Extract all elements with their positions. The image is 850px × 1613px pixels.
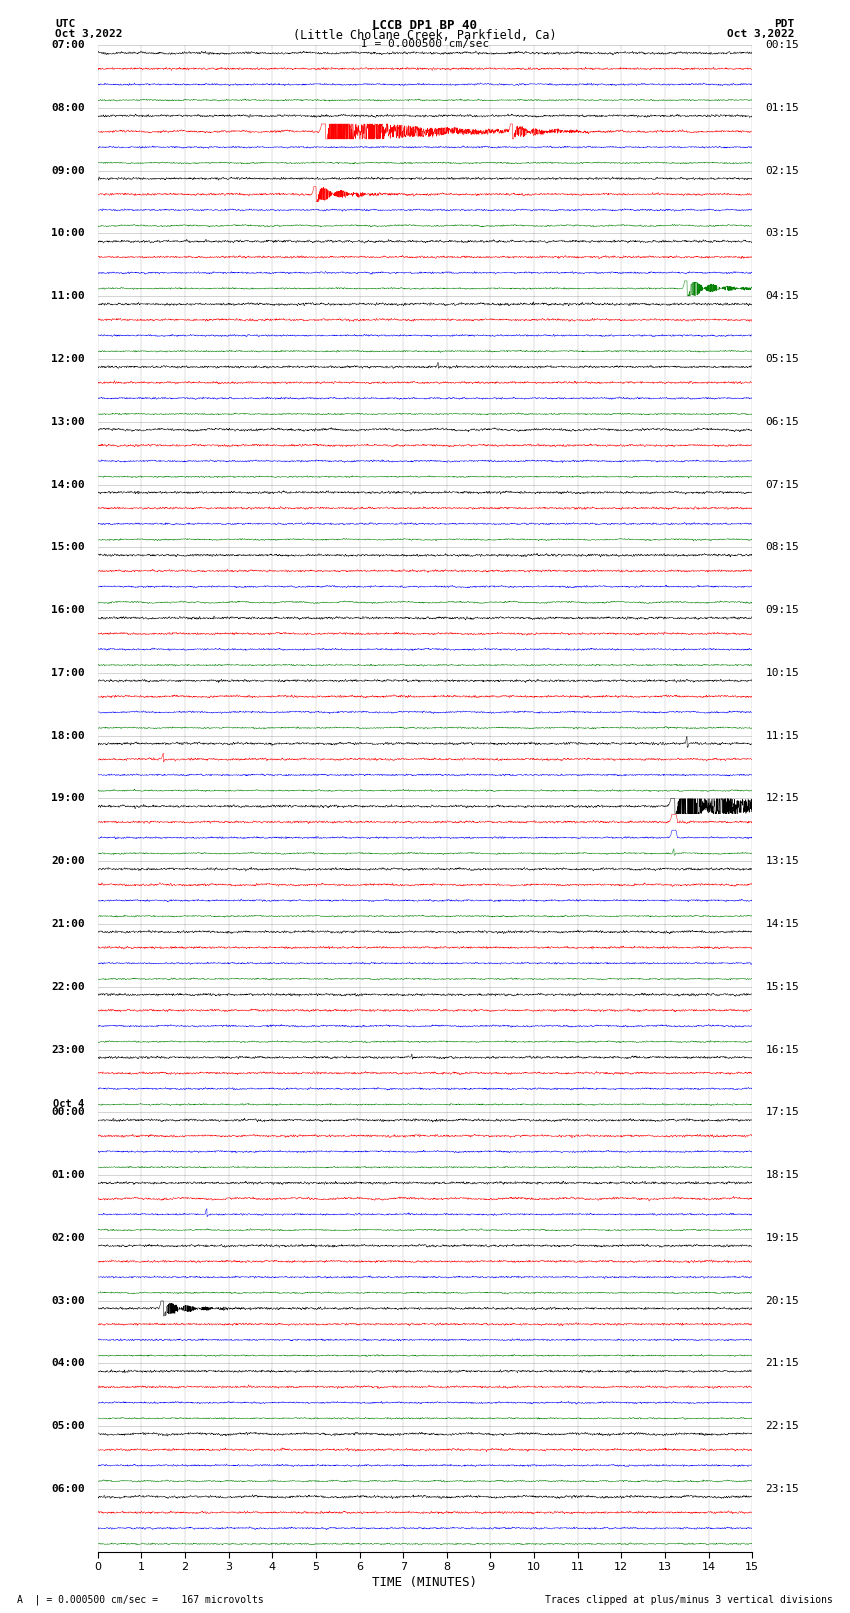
Text: 17:00: 17:00 (51, 668, 85, 677)
Text: 08:15: 08:15 (765, 542, 799, 552)
Text: 02:00: 02:00 (51, 1232, 85, 1244)
Text: 10:15: 10:15 (765, 668, 799, 677)
Text: 10:00: 10:00 (51, 229, 85, 239)
Text: 08:00: 08:00 (51, 103, 85, 113)
Text: 02:15: 02:15 (765, 166, 799, 176)
Text: LCCB DP1 BP 40: LCCB DP1 BP 40 (372, 19, 478, 32)
Text: 03:15: 03:15 (765, 229, 799, 239)
Text: 04:00: 04:00 (51, 1358, 85, 1368)
Text: 05:00: 05:00 (51, 1421, 85, 1431)
Text: 13:00: 13:00 (51, 416, 85, 427)
Text: 04:15: 04:15 (765, 292, 799, 302)
Text: 07:15: 07:15 (765, 479, 799, 490)
Text: 20:00: 20:00 (51, 857, 85, 866)
Text: 14:15: 14:15 (765, 919, 799, 929)
Text: 03:00: 03:00 (51, 1295, 85, 1305)
Text: 11:00: 11:00 (51, 292, 85, 302)
Text: 12:15: 12:15 (765, 794, 799, 803)
Text: 22:15: 22:15 (765, 1421, 799, 1431)
X-axis label: TIME (MINUTES): TIME (MINUTES) (372, 1576, 478, 1589)
Text: 23:00: 23:00 (51, 1045, 85, 1055)
Text: 22:00: 22:00 (51, 982, 85, 992)
Text: 23:15: 23:15 (765, 1484, 799, 1494)
Text: 21:00: 21:00 (51, 919, 85, 929)
Text: 16:15: 16:15 (765, 1045, 799, 1055)
Text: 15:15: 15:15 (765, 982, 799, 992)
Text: 09:15: 09:15 (765, 605, 799, 615)
Text: 09:00: 09:00 (51, 166, 85, 176)
Text: A  | = 0.000500 cm/sec =    167 microvolts: A | = 0.000500 cm/sec = 167 microvolts (17, 1594, 264, 1605)
Text: 18:15: 18:15 (765, 1169, 799, 1181)
Text: PDT: PDT (774, 19, 795, 29)
Text: 05:15: 05:15 (765, 353, 799, 365)
Text: (Little Cholane Creek, Parkfield, Ca): (Little Cholane Creek, Parkfield, Ca) (293, 29, 557, 42)
Text: 01:00: 01:00 (51, 1169, 85, 1181)
Text: Oct 3,2022: Oct 3,2022 (55, 29, 122, 39)
Text: 14:00: 14:00 (51, 479, 85, 490)
Text: Oct 3,2022: Oct 3,2022 (728, 29, 795, 39)
Text: 01:15: 01:15 (765, 103, 799, 113)
Text: 17:15: 17:15 (765, 1107, 799, 1118)
Text: 13:15: 13:15 (765, 857, 799, 866)
Text: 00:00: 00:00 (51, 1107, 85, 1118)
Text: 19:15: 19:15 (765, 1232, 799, 1244)
Text: Traces clipped at plus/minus 3 vertical divisions: Traces clipped at plus/minus 3 vertical … (545, 1595, 833, 1605)
Text: UTC: UTC (55, 19, 76, 29)
Text: 11:15: 11:15 (765, 731, 799, 740)
Text: 21:15: 21:15 (765, 1358, 799, 1368)
Text: 12:00: 12:00 (51, 353, 85, 365)
Text: 07:00: 07:00 (51, 40, 85, 50)
Text: 19:00: 19:00 (51, 794, 85, 803)
Text: 00:15: 00:15 (765, 40, 799, 50)
Text: 20:15: 20:15 (765, 1295, 799, 1305)
Text: 06:00: 06:00 (51, 1484, 85, 1494)
Text: 16:00: 16:00 (51, 605, 85, 615)
Text: I = 0.000500 cm/sec: I = 0.000500 cm/sec (361, 39, 489, 48)
Text: 06:15: 06:15 (765, 416, 799, 427)
Text: 18:00: 18:00 (51, 731, 85, 740)
Text: Oct 4: Oct 4 (54, 1098, 85, 1108)
Text: 15:00: 15:00 (51, 542, 85, 552)
